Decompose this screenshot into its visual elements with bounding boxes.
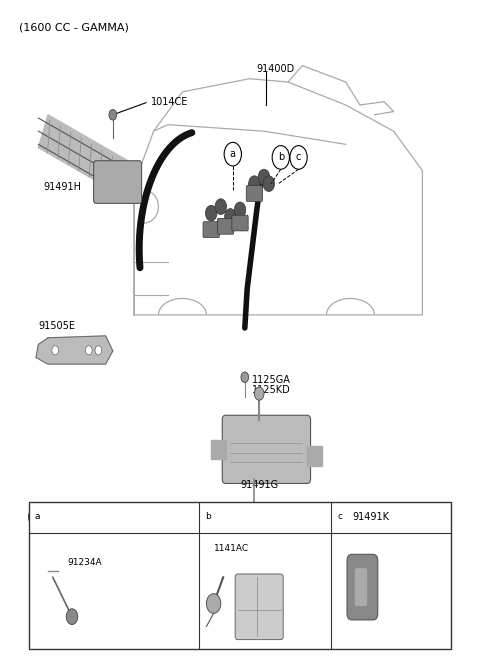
Text: 91234A: 91234A [67, 558, 102, 567]
Text: 1125KD: 1125KD [252, 385, 291, 396]
Circle shape [249, 176, 260, 192]
Text: 1125GA: 1125GA [252, 375, 291, 386]
Circle shape [52, 346, 59, 355]
FancyBboxPatch shape [203, 222, 219, 237]
Text: 91491G: 91491G [240, 480, 278, 491]
Text: b: b [205, 512, 211, 522]
Circle shape [234, 202, 246, 218]
Circle shape [85, 346, 92, 355]
Polygon shape [36, 336, 113, 364]
Text: 91491K: 91491K [353, 512, 390, 522]
FancyBboxPatch shape [232, 215, 248, 231]
FancyBboxPatch shape [246, 186, 263, 201]
Circle shape [254, 387, 264, 400]
FancyBboxPatch shape [235, 574, 283, 640]
FancyBboxPatch shape [222, 415, 311, 483]
Text: 91505E: 91505E [38, 321, 75, 331]
Polygon shape [211, 440, 226, 459]
Text: (1600 CC - GAMMA): (1600 CC - GAMMA) [19, 23, 129, 33]
Circle shape [241, 372, 249, 382]
Text: 91400D: 91400D [257, 64, 295, 74]
Text: a: a [230, 149, 236, 159]
FancyBboxPatch shape [217, 218, 234, 234]
Circle shape [258, 169, 270, 185]
FancyBboxPatch shape [347, 554, 378, 620]
FancyBboxPatch shape [29, 502, 451, 649]
Circle shape [263, 176, 275, 192]
Text: b: b [277, 152, 284, 163]
Circle shape [215, 199, 227, 215]
Circle shape [225, 209, 236, 224]
FancyBboxPatch shape [355, 568, 367, 606]
Text: c: c [296, 152, 301, 163]
Circle shape [109, 110, 117, 120]
FancyBboxPatch shape [94, 161, 142, 203]
Text: 91491H: 91491H [43, 182, 81, 192]
Circle shape [205, 205, 217, 221]
Text: 1141AC: 1141AC [214, 544, 249, 554]
Circle shape [95, 346, 102, 355]
Text: a: a [35, 512, 40, 522]
Circle shape [206, 594, 221, 613]
Polygon shape [38, 115, 139, 200]
Polygon shape [307, 446, 322, 466]
Text: c: c [337, 512, 342, 522]
Text: 1014CE: 1014CE [151, 96, 189, 107]
Circle shape [66, 609, 78, 625]
